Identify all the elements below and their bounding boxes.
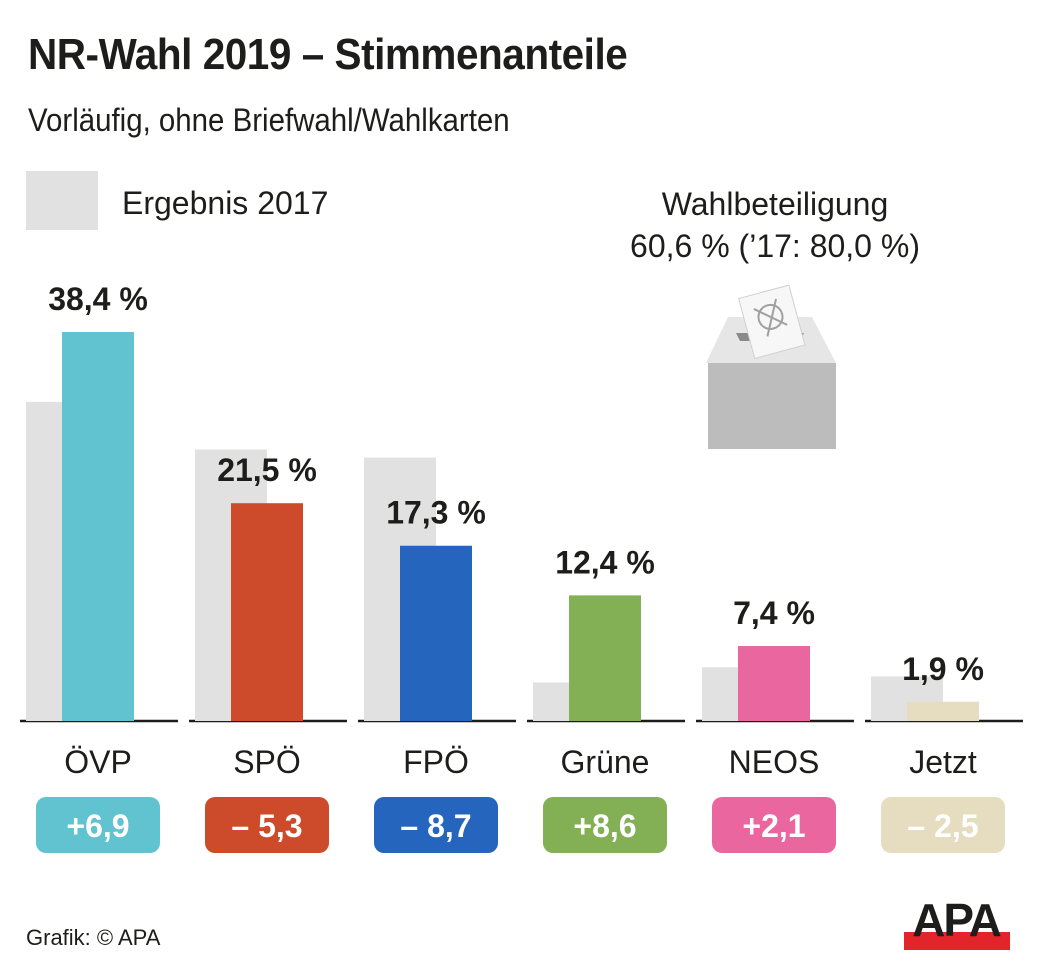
value-label-fp: 17,3 % (386, 495, 486, 531)
value-label-neos: 7,4 % (733, 595, 815, 631)
change-value-vp: +6,9 (66, 808, 129, 844)
category-label-sp: SPÖ (233, 744, 301, 780)
change-value-neos: +2,1 (742, 808, 805, 844)
change-value-fp: – 8,7 (400, 808, 471, 844)
turnout-title: Wahlbeteiligung (661, 186, 889, 222)
chart-title: NR-Wahl 2019 – Stimmenanteile (28, 30, 628, 79)
apa-logo: APA (900, 894, 1012, 950)
footer-credit: Grafik: © APA (26, 925, 161, 950)
value-label-sp: 21,5 % (217, 452, 317, 488)
bar-2019-jetzt (907, 701, 979, 721)
turnout-value: 60,6 % (’17: 80,0 %) (630, 228, 920, 264)
value-label-vp: 38,4 % (48, 281, 148, 317)
value-label-grne: 12,4 % (555, 544, 655, 580)
bar-chart: 38,4 % ÖVP +6,9 21,5 % SPÖ – 5,3 17,3 % FPÖ – 8,… (20, 281, 1023, 853)
category-label-neos: NEOS (729, 744, 820, 780)
change-badge-fp (374, 797, 498, 853)
value-label-jetzt: 1,9 % (902, 651, 984, 687)
change-value-grne: +8,6 (573, 808, 636, 844)
change-value-sp: – 5,3 (231, 808, 302, 844)
category-label-fp: FPÖ (403, 744, 469, 780)
legend-swatch-2017 (26, 171, 98, 230)
change-badge-vp (36, 797, 160, 853)
apa-logo-text: APA (912, 894, 1002, 946)
bar-2019-vp (62, 332, 134, 721)
change-badge-jetzt (881, 797, 1005, 853)
ballot-box-icon (706, 285, 836, 449)
change-value-jetzt: – 2,5 (907, 808, 978, 844)
apa-logo-bar (904, 932, 1010, 950)
bar-2019-fp (400, 545, 472, 721)
chart-subtitle: Vorläufig, ohne Briefwahl/Wahlkarten (28, 102, 510, 138)
change-badge-sp (205, 797, 329, 853)
change-badge-grne (543, 797, 667, 853)
bar-2019-neos (738, 646, 810, 721)
category-label-jetzt: Jetzt (909, 744, 977, 780)
category-label-vp: ÖVP (64, 744, 132, 780)
change-badge-neos (712, 797, 836, 853)
bar-2019-grne (569, 595, 641, 721)
bar-2019-sp (231, 503, 303, 721)
category-label-grne: Grüne (561, 744, 650, 780)
legend-label-2017: Ergebnis 2017 (122, 185, 329, 221)
